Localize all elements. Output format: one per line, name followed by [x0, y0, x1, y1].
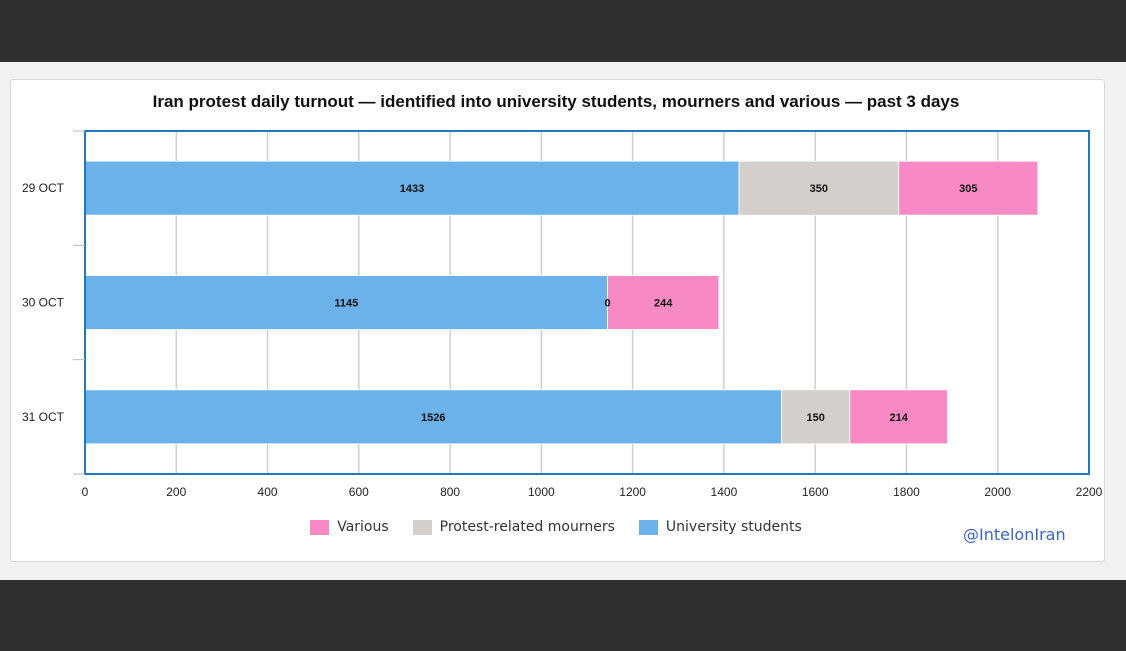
bar-2-2 — [849, 389, 948, 445]
x-tick-label-600: 600 — [349, 485, 369, 499]
data-label-2-1: 244 — [654, 298, 673, 310]
y-category-label-0: 29 OCT — [22, 181, 65, 195]
legend-item-various: Various — [310, 519, 389, 535]
legend-swatch-various — [310, 519, 330, 535]
y-category-label-1: 30 OCT — [22, 296, 65, 310]
bar-2-0 — [898, 160, 1039, 216]
chart-title: Iran protest daily turnout — identified … — [152, 92, 960, 111]
x-tick-label-2200: 2200 — [1076, 485, 1103, 499]
plot-frame — [84, 130, 1090, 475]
data-label-0-0: 1433 — [400, 183, 424, 195]
data-label-0-1: 1145 — [334, 298, 358, 310]
data-label-0-2: 1526 — [421, 412, 445, 424]
data-label-1-2: 150 — [806, 412, 824, 424]
legend-item-students: University students — [638, 519, 802, 535]
x-tick-label-1200: 1200 — [619, 485, 646, 499]
x-tick-label-1000: 1000 — [528, 485, 555, 499]
chart-legend: Various Protest-related mourners Univers… — [0, 519, 1112, 535]
legend-label-various: Various — [337, 519, 389, 535]
x-tick-label-1600: 1600 — [802, 485, 829, 499]
bar-2-1 — [607, 275, 720, 330]
legend-swatch-students — [638, 519, 658, 535]
x-tick-label-2000: 2000 — [984, 485, 1011, 499]
y-category-label-2: 31 OCT — [22, 410, 65, 424]
x-tick-label-800: 800 — [440, 485, 460, 499]
bar-0-0 — [84, 160, 740, 216]
bar-1-2 — [781, 389, 851, 445]
x-tick-label-400: 400 — [258, 485, 278, 499]
data-label-2-2: 214 — [890, 412, 909, 424]
data-label-1-1: 0 — [604, 298, 610, 310]
watermark-handle: @IntelonIran — [963, 525, 1066, 544]
x-tick-label-0: 0 — [82, 485, 89, 499]
data-label-1-0: 350 — [810, 183, 828, 195]
x-tick-label-200: 200 — [166, 485, 186, 499]
legend-item-mourners: Protest-related mourners — [412, 519, 615, 535]
x-tick-label-1400: 1400 — [711, 485, 738, 499]
legend-label-mourners: Protest-related mourners — [439, 519, 615, 535]
data-label-2-0: 305 — [959, 183, 977, 195]
x-tick-label-1800: 1800 — [893, 485, 920, 499]
bar-1-0 — [738, 160, 900, 216]
bar-0-1 — [84, 275, 608, 330]
bar-0-2 — [84, 389, 782, 445]
legend-label-students: University students — [665, 519, 802, 535]
legend-swatch-mourners — [412, 519, 432, 535]
